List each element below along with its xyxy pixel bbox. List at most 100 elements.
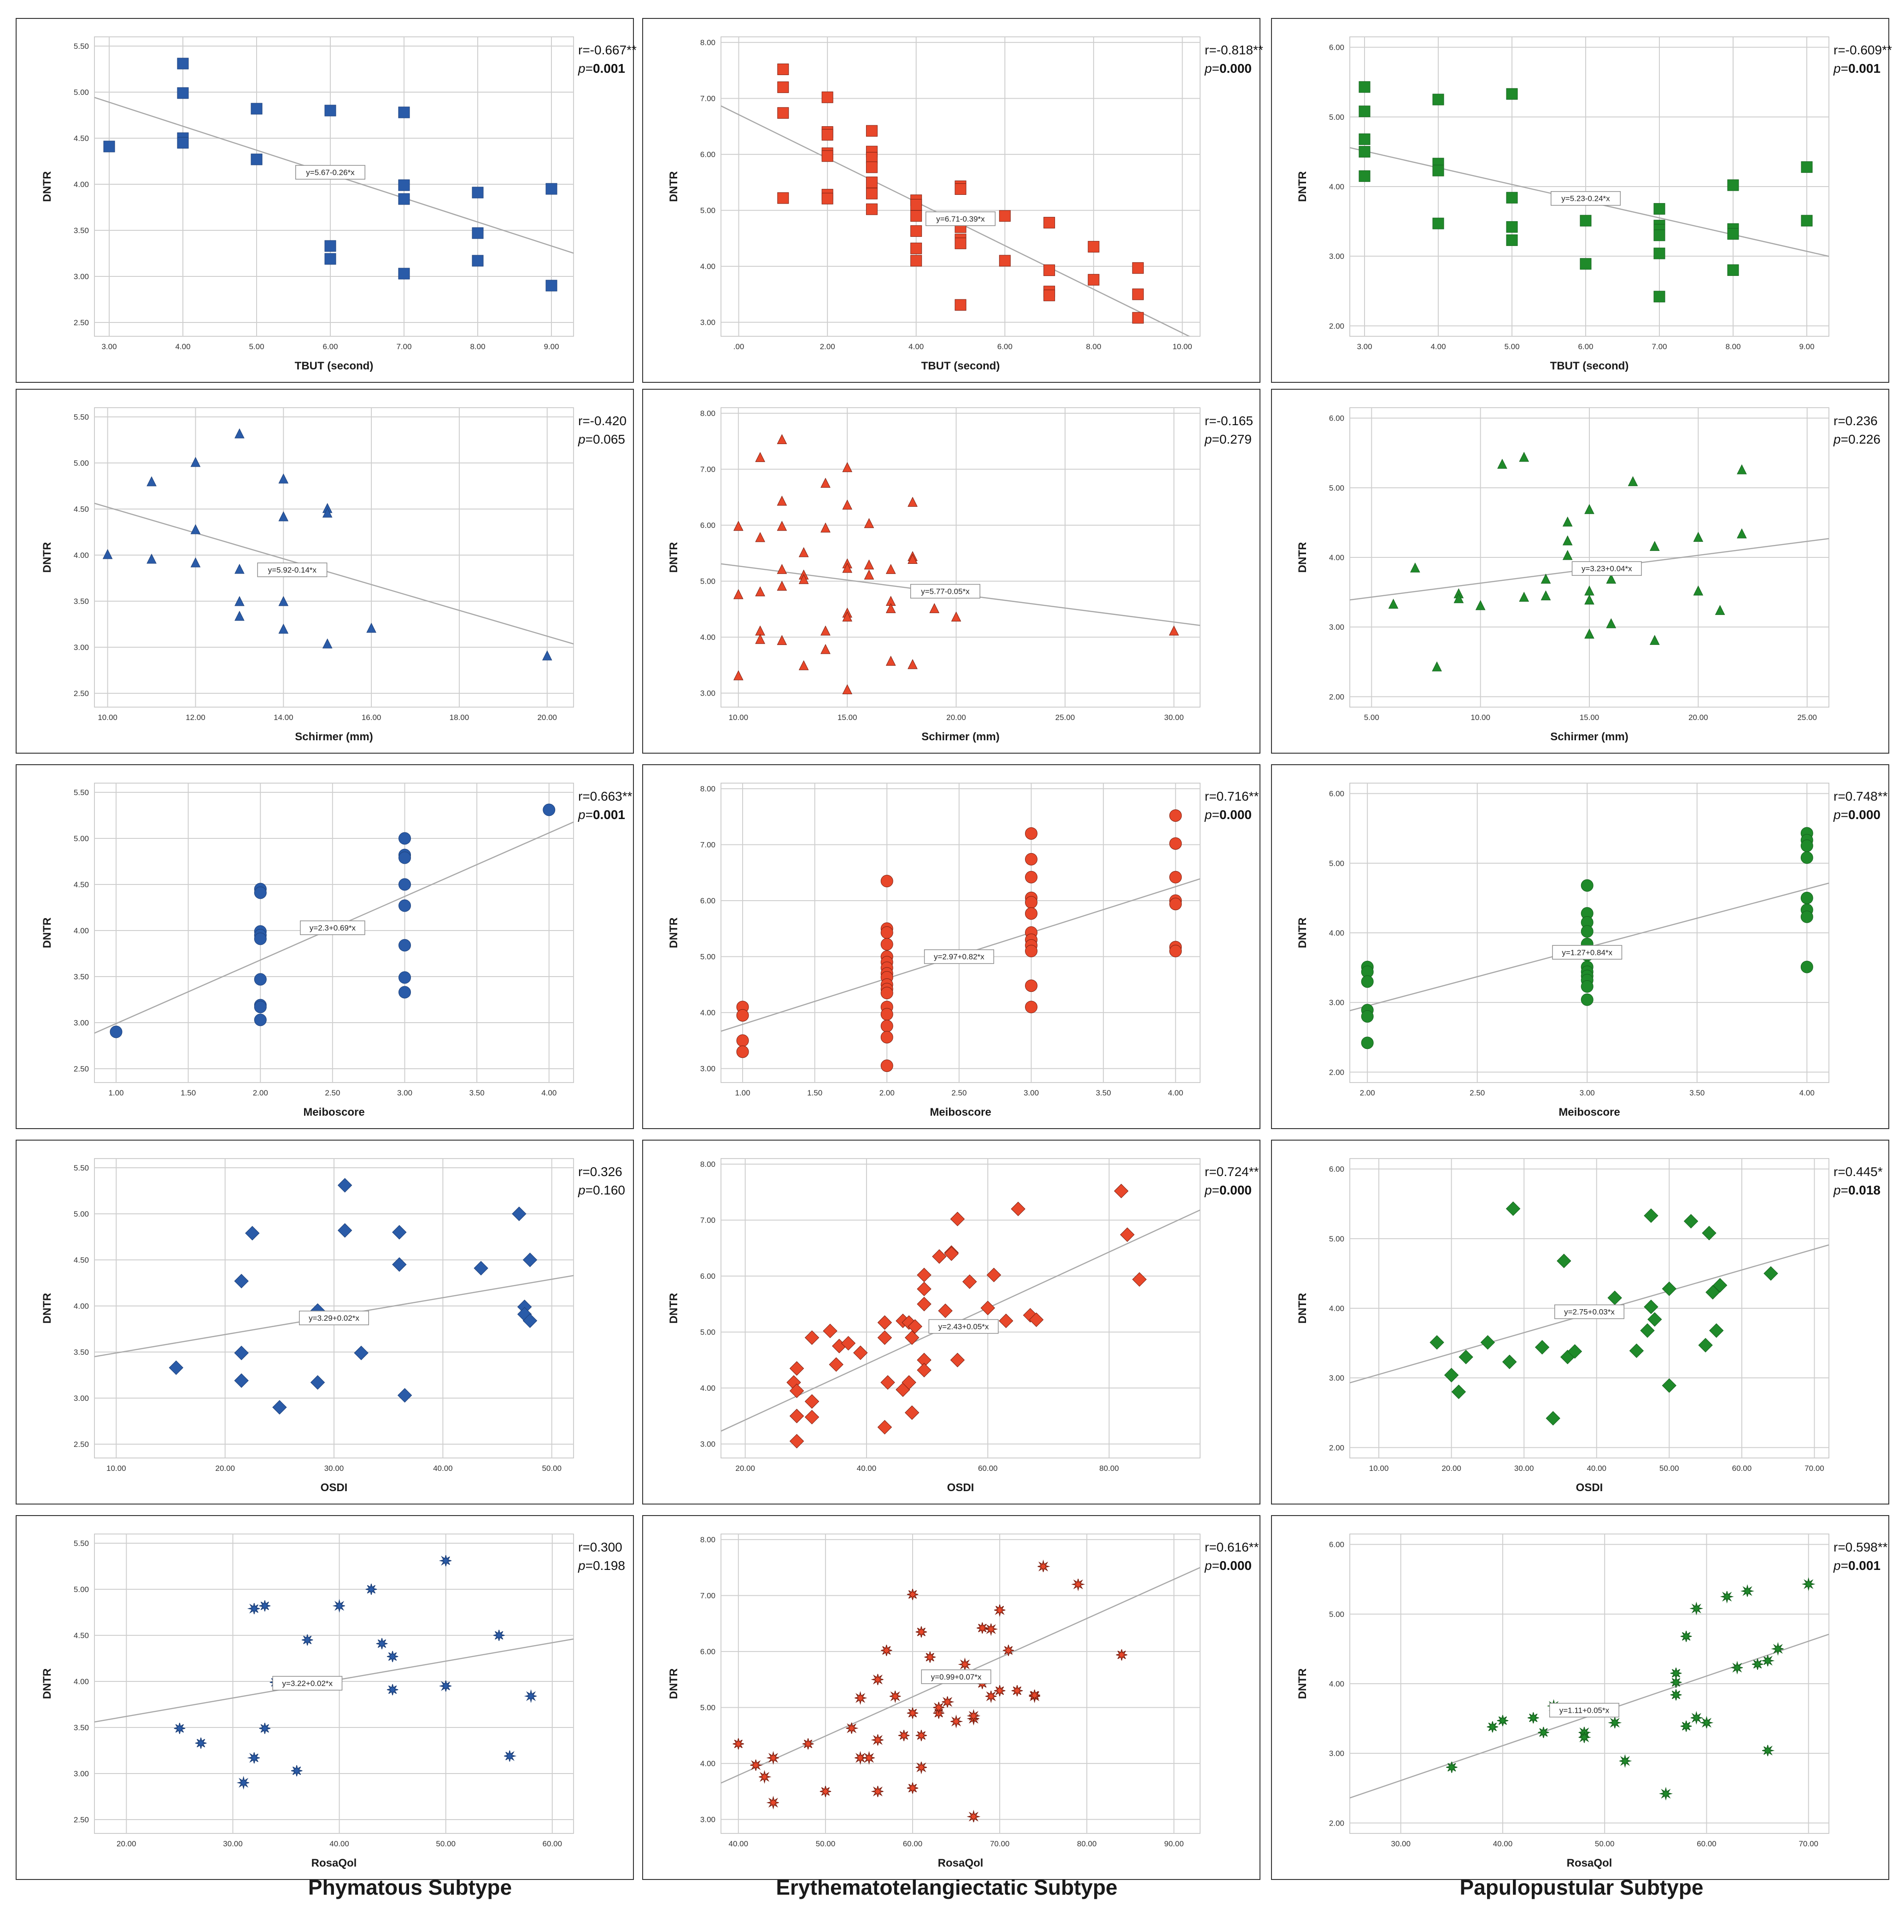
- data-point: [1683, 1214, 1699, 1229]
- data-point: [1709, 1323, 1724, 1338]
- correlation-r: r=-0.667**: [578, 43, 637, 57]
- data-point: [1487, 1721, 1498, 1733]
- x-tick-label: 40.00: [857, 1464, 877, 1473]
- data-point: [278, 596, 289, 606]
- data-point: [1043, 217, 1055, 228]
- y-tick-label: 2.50: [74, 1065, 89, 1073]
- data-point: [1771, 1642, 1784, 1656]
- data-point: [999, 210, 1011, 222]
- data-point: [864, 559, 874, 570]
- y-axis-title: DNTR: [1296, 542, 1309, 573]
- y-tick-label: 6.00: [700, 896, 715, 905]
- data-point: [880, 1060, 893, 1072]
- x-tick-label: 90.00: [1164, 1839, 1184, 1848]
- data-point: [1662, 1281, 1677, 1296]
- x-tick-label: 3.00: [1024, 1089, 1039, 1097]
- x-tick-label: 1.00: [108, 1089, 123, 1097]
- data-point: [234, 563, 245, 574]
- data-point: [387, 1684, 398, 1696]
- data-point: [1497, 1715, 1509, 1727]
- y-tick-label: 5.00: [700, 1704, 715, 1712]
- data-point: [1359, 105, 1371, 117]
- y-tick-label: 3.00: [74, 643, 89, 652]
- x-tick-label: 60.00: [543, 1839, 562, 1848]
- data-point: [924, 1651, 936, 1663]
- data-point: [766, 1796, 779, 1810]
- data-point: [504, 1750, 517, 1762]
- x-tick-label: 1.50: [181, 1089, 196, 1097]
- data-point: [278, 473, 289, 484]
- y-tick-label: 6.00: [700, 150, 715, 159]
- correlation-r: r=0.326: [578, 1165, 622, 1179]
- data-point: [820, 478, 831, 488]
- data-point: [1727, 264, 1739, 276]
- y-tick-label: 3.00: [700, 1440, 715, 1449]
- data-point: [522, 1313, 538, 1328]
- y-tick-label: 3.00: [1329, 1374, 1344, 1382]
- data-point: [967, 1709, 981, 1722]
- data-point: [789, 1383, 804, 1398]
- data-point: [398, 268, 410, 280]
- data-point: [322, 507, 333, 518]
- data-point: [789, 1434, 804, 1449]
- scatter-panel-7: 2.50 3.00 3.50 4.00 4.50 5.00 5.50 1.00 1.50 2.00…: [16, 764, 634, 1129]
- data-point: [398, 193, 410, 205]
- y-tick-label: 2.50: [74, 318, 89, 327]
- data-point: [1653, 247, 1665, 259]
- data-point: [1737, 464, 1747, 474]
- data-point: [933, 1702, 944, 1715]
- data-point: [1562, 550, 1573, 560]
- data-point: [777, 635, 787, 645]
- data-point: [1698, 1338, 1713, 1352]
- data-point: [902, 1375, 916, 1390]
- x-axis-title: Meiboscore: [930, 1106, 991, 1118]
- p-value: p=0.001: [1833, 1558, 1881, 1573]
- data-point: [1538, 1727, 1549, 1738]
- data-point: [1359, 146, 1371, 158]
- x-axis-title: OSDI: [947, 1481, 974, 1494]
- data-point: [1475, 600, 1486, 610]
- data-point: [1132, 262, 1144, 274]
- x-tick-label: 2.00: [879, 1089, 895, 1097]
- y-tick-label: 3.00: [700, 689, 715, 698]
- data-point: [174, 1722, 186, 1734]
- data-point: [841, 1336, 856, 1351]
- x-tick-label: 5.00: [1504, 342, 1519, 351]
- data-point: [1640, 1323, 1655, 1338]
- data-point: [910, 225, 922, 237]
- y-tick-label: 7.00: [700, 1216, 715, 1225]
- x-tick-label: 4.00: [175, 342, 190, 351]
- data-point: [1037, 1559, 1050, 1572]
- data-point: [177, 87, 189, 99]
- scatter-panel-12: 2.00 3.00 4.00 5.00 6.00 10.00 20.00 30.00 40.00…: [1271, 1140, 1889, 1505]
- data-point: [1025, 979, 1037, 992]
- y-tick-label: 5.00: [1329, 859, 1344, 868]
- data-point: [1088, 241, 1100, 253]
- x-tick-label: 18.00: [450, 713, 469, 722]
- data-point: [944, 1246, 959, 1261]
- y-tick-label: 5.50: [74, 1539, 89, 1548]
- data-point: [798, 574, 809, 584]
- y-tick-label: 8.00: [700, 38, 715, 47]
- data-point: [291, 1765, 303, 1777]
- data-point: [1580, 258, 1592, 270]
- data-point: [254, 932, 267, 945]
- x-tick-label: 60.00: [978, 1464, 998, 1473]
- x-tick-label: 60.00: [1732, 1464, 1752, 1473]
- data-point: [1025, 853, 1037, 866]
- y-tick-label: 4.00: [74, 926, 89, 935]
- y-tick-label: 5.00: [74, 88, 89, 97]
- data-point: [904, 1405, 920, 1420]
- data-point: [398, 899, 411, 912]
- x-tick-label: 15.00: [1580, 713, 1599, 722]
- data-point: [234, 596, 245, 606]
- x-tick-label: 50.00: [816, 1839, 836, 1848]
- data-point: [967, 1809, 981, 1822]
- data-point: [1752, 1658, 1763, 1670]
- x-tick-label: 60.00: [903, 1839, 923, 1848]
- y-tick-label: 4.00: [74, 180, 89, 189]
- data-point: [1644, 1208, 1658, 1223]
- y-tick-label: 4.00: [1329, 929, 1344, 937]
- y-tick-label: 5.00: [74, 1585, 89, 1594]
- x-tick-label: 7.00: [1652, 342, 1667, 351]
